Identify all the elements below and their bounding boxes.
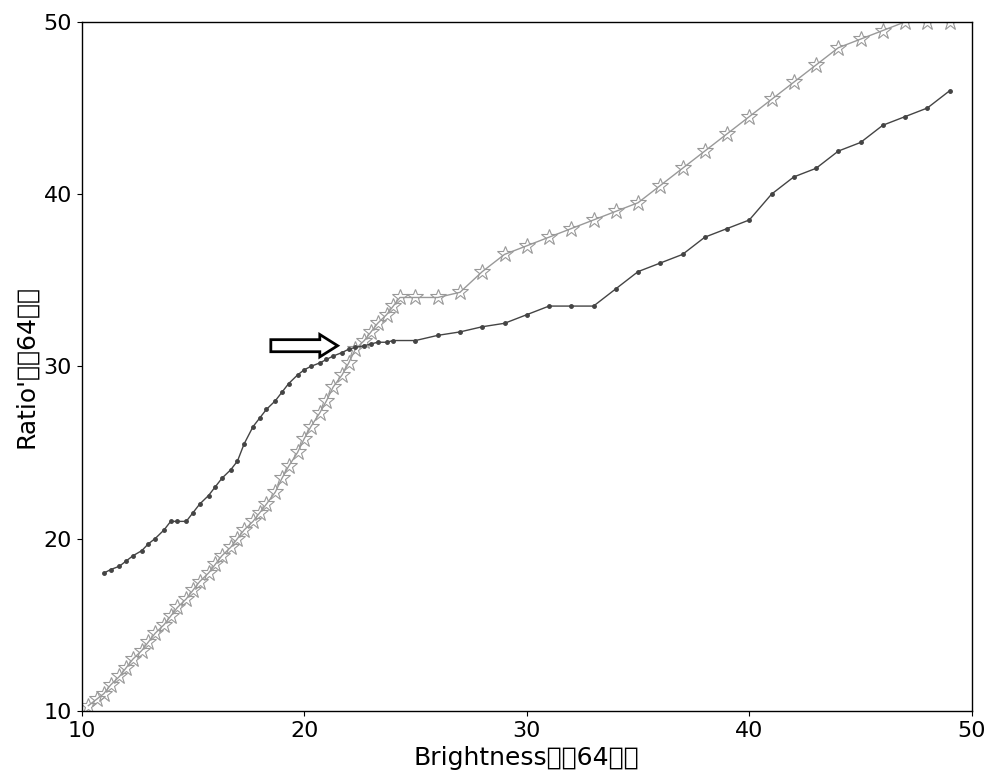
Polygon shape — [271, 335, 338, 357]
Y-axis label: Ratio'特徂64等分: Ratio'特徂64等分 — [14, 285, 38, 448]
X-axis label: Brightness特徂64等分: Brightness特徂64等分 — [414, 746, 640, 770]
